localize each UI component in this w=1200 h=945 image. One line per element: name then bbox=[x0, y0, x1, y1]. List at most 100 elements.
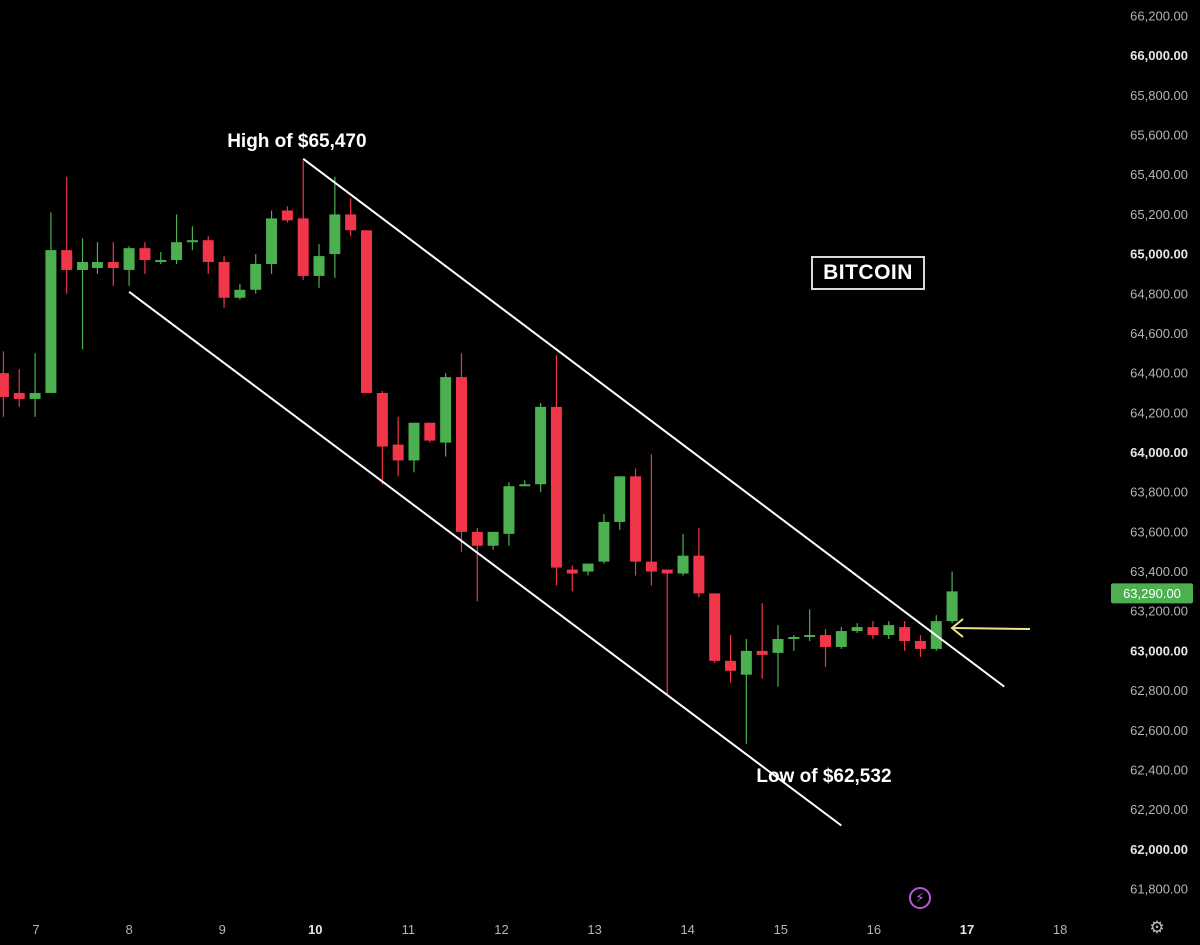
x-axis: 7 8 9 10 11 12 13 14 15 16 17 18 bbox=[32, 922, 1067, 937]
candle bbox=[487, 531, 499, 550]
candle bbox=[645, 454, 657, 586]
x-tick-label: 8 bbox=[125, 922, 132, 937]
candle bbox=[107, 242, 119, 286]
candle bbox=[297, 160, 309, 280]
candle bbox=[424, 422, 436, 443]
x-tick-label: 9 bbox=[219, 922, 226, 937]
x-tick-label: 14 bbox=[680, 922, 694, 937]
candle-body bbox=[867, 627, 879, 636]
x-tick-label: 11 bbox=[402, 922, 416, 937]
price-tag-label: 63,290.00 bbox=[1123, 586, 1181, 601]
candle bbox=[756, 603, 768, 679]
candle bbox=[709, 593, 721, 663]
candle bbox=[77, 238, 89, 350]
candle bbox=[550, 355, 562, 586]
candle-body bbox=[709, 593, 721, 661]
x-tick-label: 18 bbox=[1053, 922, 1067, 937]
chart-title: BITCOIN bbox=[811, 256, 925, 290]
candle-body bbox=[535, 406, 547, 485]
candle bbox=[329, 176, 341, 278]
candle bbox=[186, 226, 198, 251]
y-tick-label: 63,600.00 bbox=[1130, 524, 1188, 539]
candle-body bbox=[598, 521, 610, 562]
candle-body bbox=[835, 631, 847, 647]
candle-body bbox=[804, 635, 816, 638]
candle-body bbox=[202, 240, 214, 263]
candle bbox=[123, 246, 135, 286]
candle-body bbox=[77, 262, 89, 270]
candle-body bbox=[171, 242, 183, 261]
candle-body bbox=[487, 531, 499, 546]
candle bbox=[45, 212, 57, 393]
x-tick-label: 17 bbox=[960, 922, 974, 937]
y-tick-label: 66,000.00 bbox=[1130, 48, 1188, 63]
candle-body bbox=[345, 214, 357, 231]
gear-icon[interactable]: ⚙ bbox=[1149, 918, 1165, 937]
candle-body bbox=[123, 248, 135, 270]
y-tick-label: 62,400.00 bbox=[1130, 762, 1188, 777]
candle bbox=[946, 571, 958, 624]
candle-body bbox=[234, 289, 246, 298]
y-tick-label: 63,400.00 bbox=[1130, 564, 1188, 579]
y-tick-label: 64,200.00 bbox=[1130, 405, 1188, 420]
candle bbox=[361, 230, 373, 393]
candle bbox=[677, 533, 689, 576]
candle bbox=[725, 635, 737, 683]
candle bbox=[819, 629, 831, 667]
candle bbox=[788, 635, 800, 651]
x-tick-label: 7 bbox=[32, 922, 39, 937]
candle bbox=[835, 627, 847, 649]
y-tick-label: 61,800.00 bbox=[1130, 882, 1188, 897]
y-tick-label: 65,200.00 bbox=[1130, 207, 1188, 222]
candle-body bbox=[329, 214, 341, 255]
x-tick-label: 15 bbox=[774, 922, 788, 937]
y-tick-label: 64,400.00 bbox=[1130, 366, 1188, 381]
candle-body bbox=[946, 591, 958, 622]
candle bbox=[61, 176, 73, 294]
candle bbox=[392, 416, 404, 477]
high-annotation: High of $65,470 bbox=[227, 131, 366, 152]
candle bbox=[440, 373, 452, 457]
candle-body bbox=[107, 262, 119, 268]
y-tick-label: 65,800.00 bbox=[1130, 88, 1188, 103]
candle bbox=[202, 236, 214, 274]
x-tick-label: 13 bbox=[587, 922, 601, 937]
y-tick-label: 64,800.00 bbox=[1130, 286, 1188, 301]
candle-body bbox=[313, 256, 325, 276]
candle-body bbox=[155, 260, 167, 263]
y-tick-label: 62,600.00 bbox=[1130, 723, 1188, 738]
y-tick-label: 62,800.00 bbox=[1130, 683, 1188, 698]
candle-body bbox=[440, 377, 452, 443]
candle bbox=[313, 244, 325, 288]
candle bbox=[218, 256, 230, 308]
candle-body bbox=[250, 264, 262, 290]
candle bbox=[598, 514, 610, 564]
y-tick-label: 64,600.00 bbox=[1130, 326, 1188, 341]
candle-body bbox=[392, 444, 404, 461]
channel-lines-layer bbox=[128, 158, 1005, 827]
y-tick-label: 62,200.00 bbox=[1130, 802, 1188, 817]
price-tag-background bbox=[1111, 583, 1193, 604]
candle-body bbox=[725, 660, 737, 671]
candle-body bbox=[503, 486, 515, 534]
candle-body bbox=[29, 392, 41, 399]
candle-body bbox=[582, 563, 594, 572]
candle-body bbox=[788, 637, 800, 640]
candle bbox=[171, 214, 183, 265]
current-price-tag: 63,290.00 bbox=[1111, 583, 1193, 604]
y-tick-label: 63,000.00 bbox=[1130, 643, 1188, 658]
candle-body bbox=[139, 248, 151, 261]
candle bbox=[139, 242, 151, 274]
candle bbox=[503, 482, 515, 546]
candle bbox=[582, 563, 594, 576]
candle-body bbox=[914, 640, 926, 649]
candle bbox=[234, 283, 246, 300]
x-tick-label: 12 bbox=[494, 922, 508, 937]
x-tick-label: 10 bbox=[308, 922, 322, 937]
left-arrow-icon bbox=[950, 618, 1031, 638]
candle-body bbox=[661, 569, 673, 574]
candle bbox=[661, 569, 673, 695]
lightning-icon[interactable]: ⚡ bbox=[909, 887, 931, 909]
candle bbox=[91, 242, 103, 274]
candle-body bbox=[630, 476, 642, 562]
